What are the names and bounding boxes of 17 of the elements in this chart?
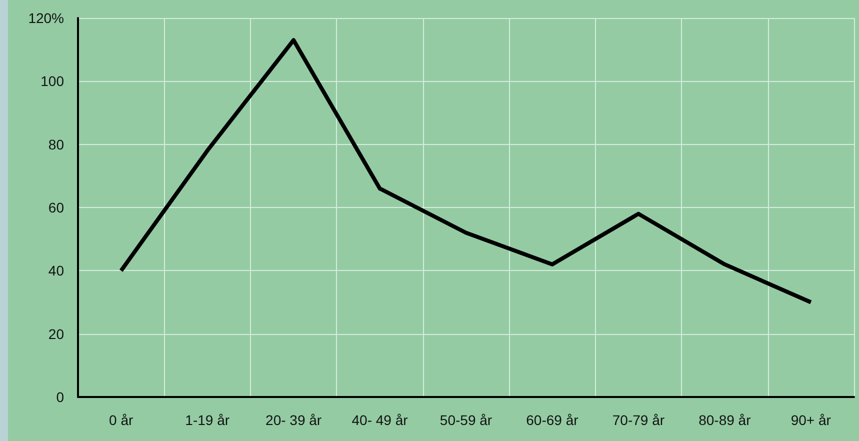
y-tick-label: 120% [28,10,64,26]
y-tick-label: 0 [56,389,64,405]
x-tick-label: 0 år [109,412,134,428]
line-series [119,38,813,304]
x-tick-label: 60-69 år [526,412,579,428]
x-tick-label: 80-89 år [698,412,752,428]
y-tick-label: 60 [48,200,64,216]
x-tick-label: 1-19 år [185,412,230,428]
y-tick-label: 80 [48,136,64,152]
x-tick-label: 90+ år [790,412,832,428]
y-tick-label: 20 [48,326,64,342]
y-tick-label: 100 [40,73,64,90]
x-tick-label: 70-79 år [612,412,665,428]
y-tick-label: 40 [48,262,64,279]
x-tick-label: 20- 39 år [266,412,322,428]
x-tick-label: 40- 49 år [352,412,408,428]
x-tick-label: 50-59 år [440,412,492,428]
